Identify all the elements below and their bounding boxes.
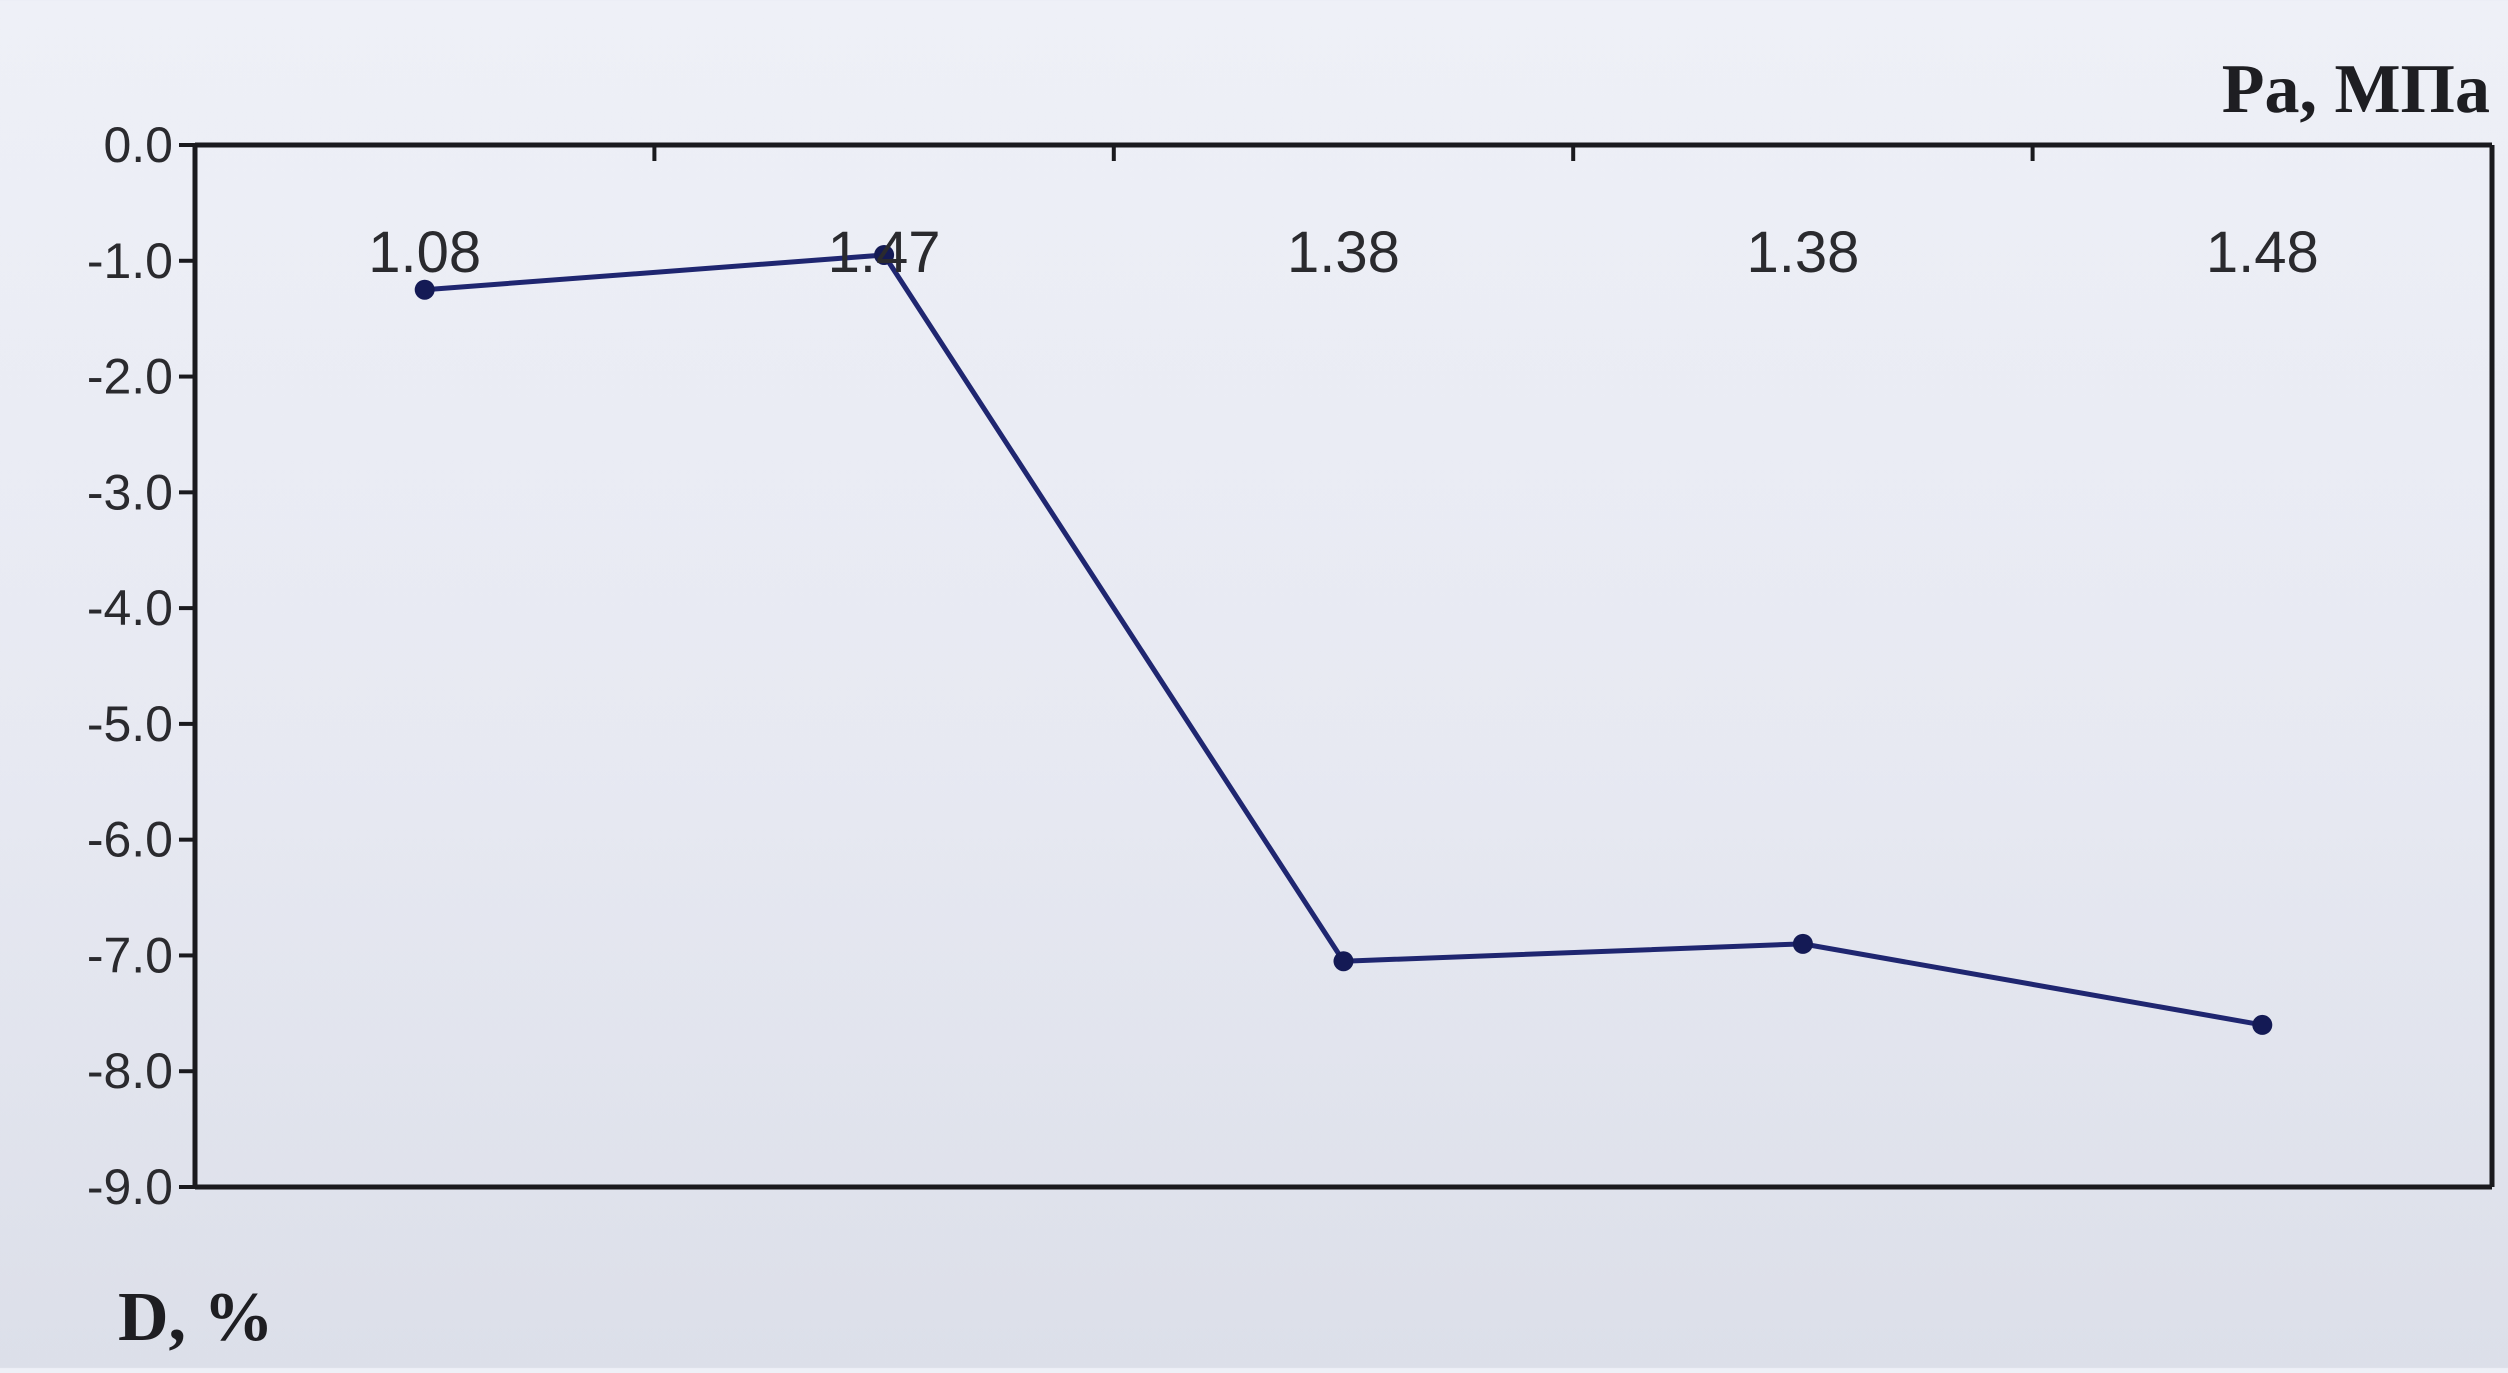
y-tick-label: -5.0: [87, 696, 173, 752]
y-axis-unit-label: D, %: [118, 1279, 274, 1356]
x-category-label: 1.38: [1287, 220, 1400, 285]
y-tick-label: -2.0: [87, 349, 173, 405]
series: [414, 244, 2273, 1035]
data-point: [874, 244, 895, 265]
y-tick-label: 0.0: [103, 117, 173, 173]
x-ticks: [652, 145, 2035, 161]
data-point: [2252, 1014, 2273, 1035]
y-tick-label: -9.0: [87, 1159, 173, 1215]
x-category-label: 1.08: [368, 220, 481, 285]
x-axis-unit-label: Pa, МПа: [2222, 51, 2490, 128]
data-point: [1792, 933, 1813, 954]
y-tick-label: -4.0: [87, 580, 173, 636]
x-category-label: 1.38: [1746, 220, 1859, 285]
series-line: [424, 252, 2263, 1028]
y-tick-label: -7.0: [87, 927, 173, 983]
data-labels: 1.08 1.47 1.38 1.38 1.48: [368, 220, 2318, 285]
data-point: [1333, 951, 1354, 972]
y-ticks: 0.0 -1.0 -2.0 -3.0 -4.0 -5.0 -6.0 -7.0 -8.0 -9.0: [87, 117, 195, 1215]
axes: [192, 142, 2495, 1190]
y-tick-label: -8.0: [87, 1043, 173, 1099]
y-tick-label: -1.0: [87, 233, 173, 289]
x-category-label: 1.48: [2206, 220, 2319, 285]
x-category-label: 1.47: [828, 220, 941, 285]
data-point: [414, 279, 435, 300]
y-tick-label: -3.0: [87, 464, 173, 520]
y-tick-label: -6.0: [87, 812, 173, 868]
